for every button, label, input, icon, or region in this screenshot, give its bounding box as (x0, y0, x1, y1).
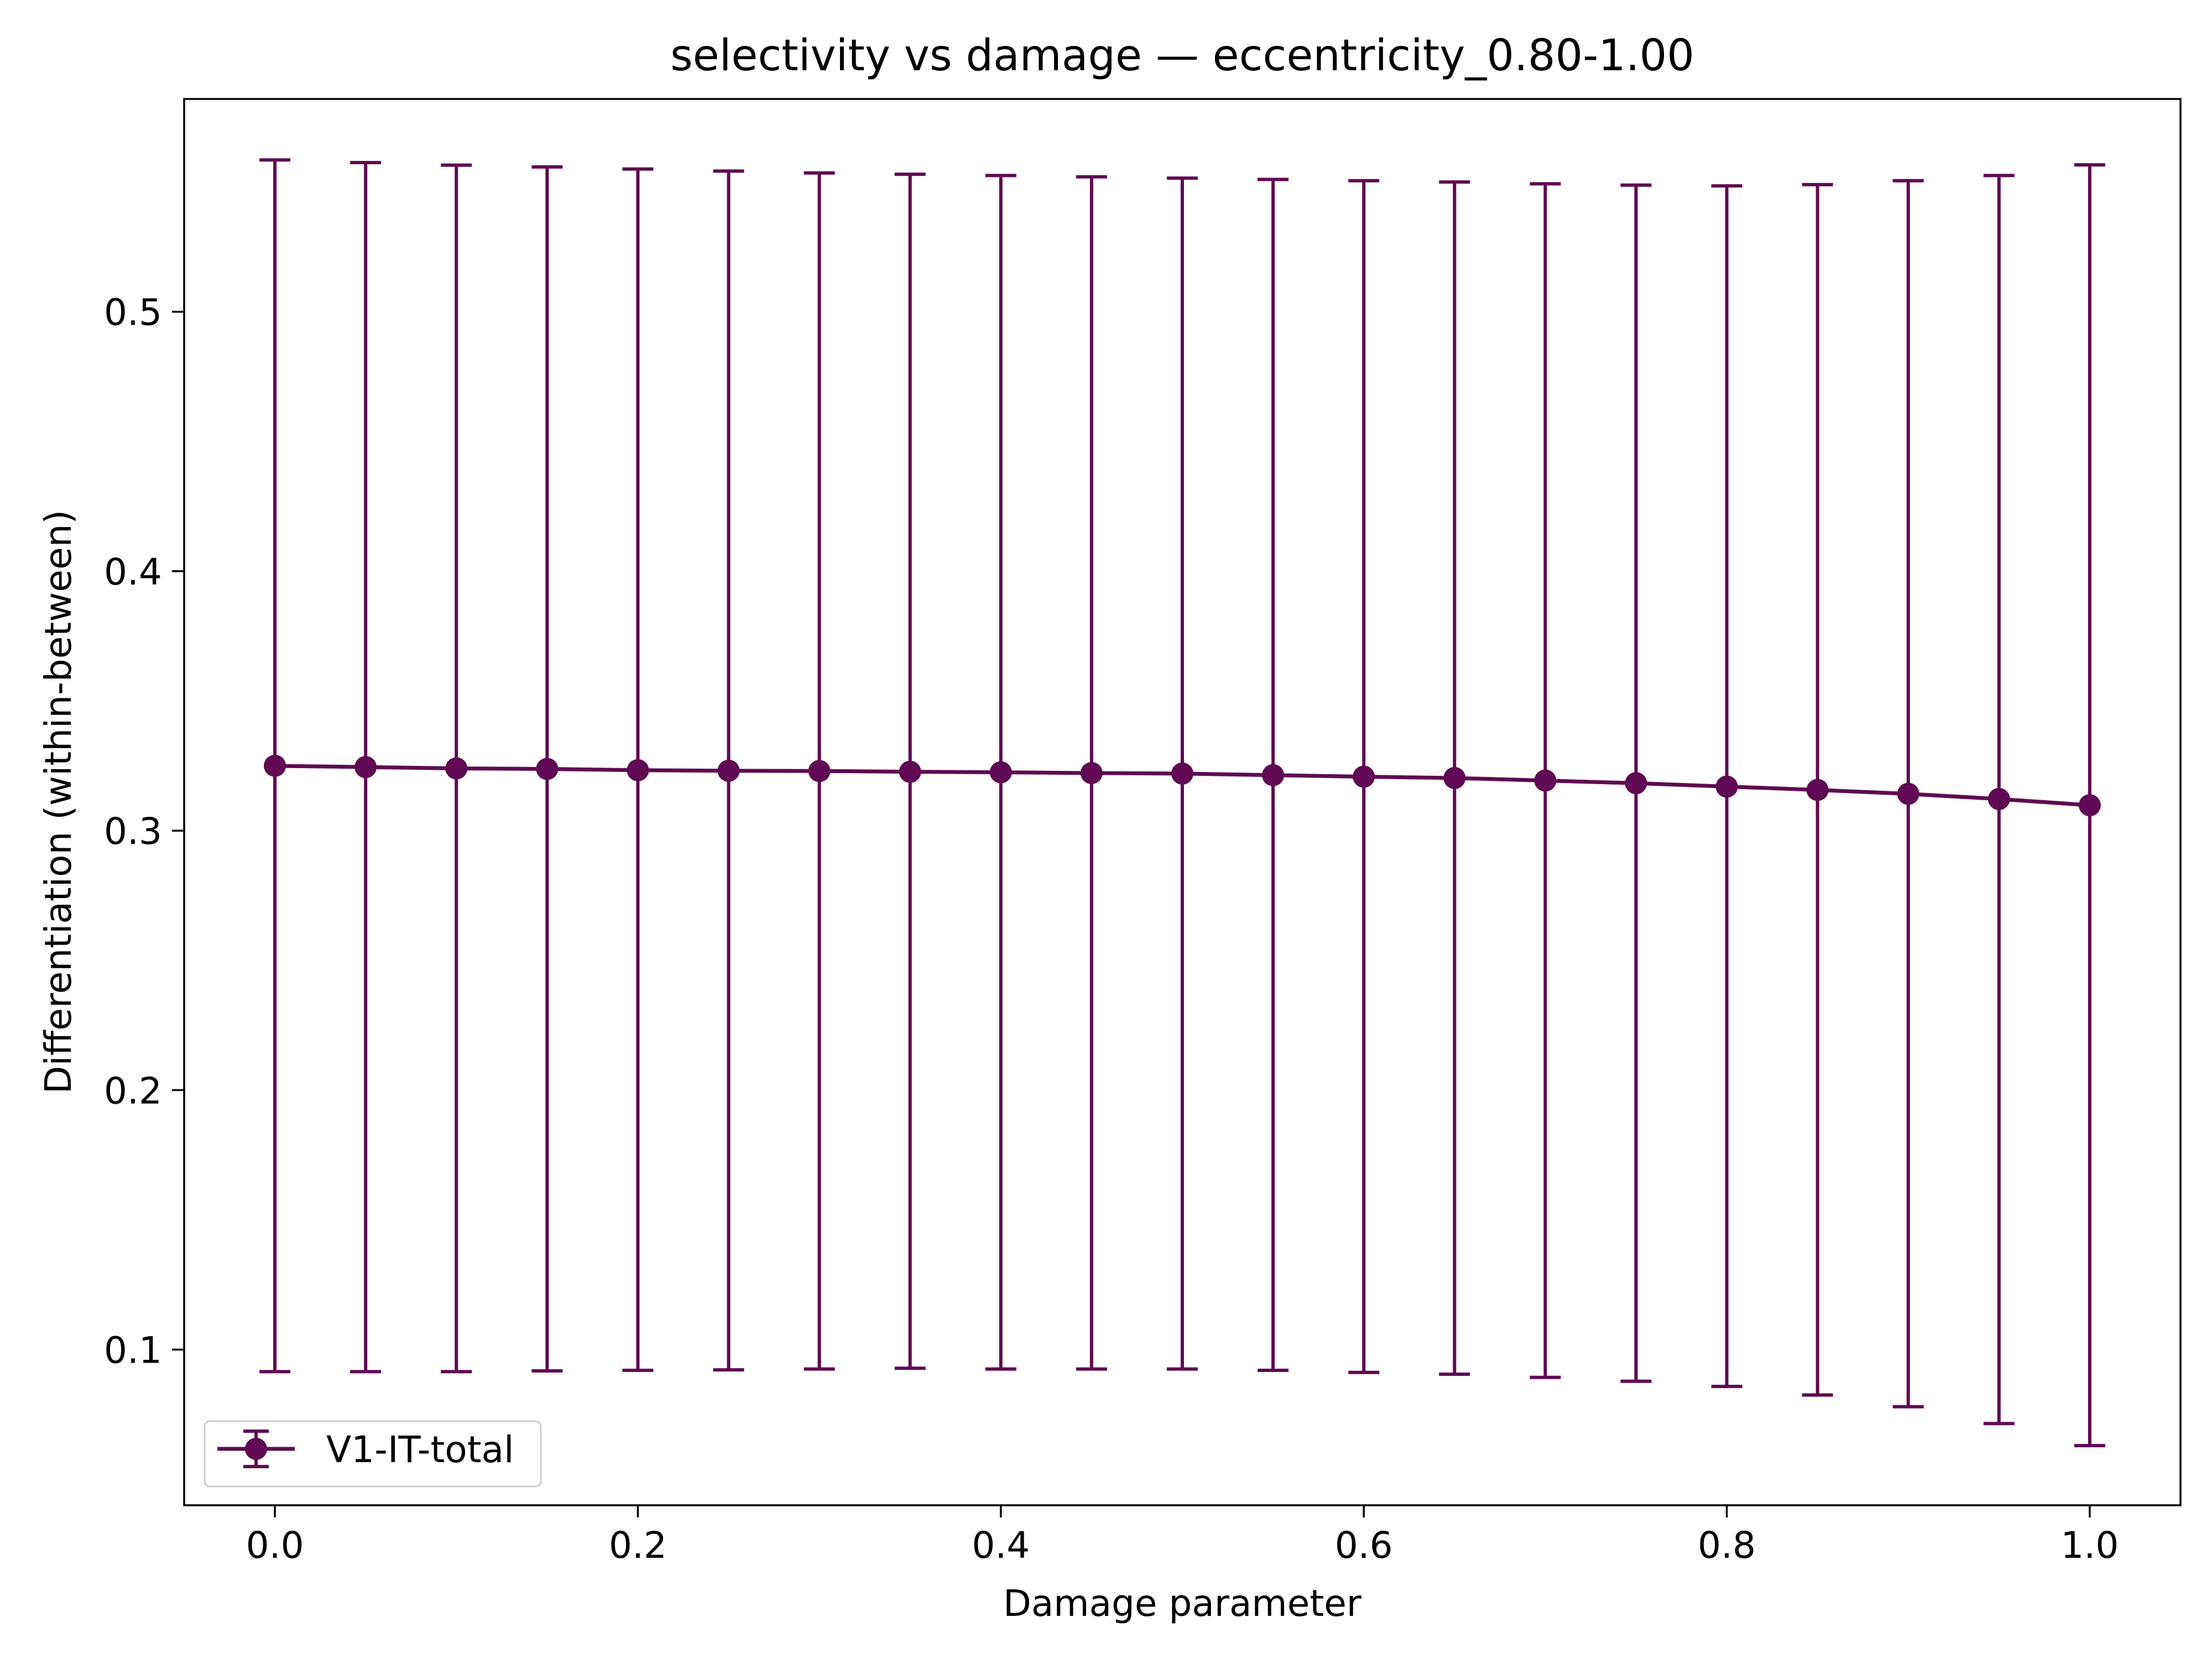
data-point (2078, 794, 2101, 817)
legend: V1-IT-total (204, 1420, 542, 1488)
legend-box (204, 1420, 542, 1488)
y-tick-label: 0.4 (104, 551, 162, 593)
data-point (989, 761, 1012, 784)
y-tick-label: 0.3 (104, 810, 162, 853)
y-axis-label: Differentiation (within-between) (37, 510, 80, 1094)
data-point (899, 760, 921, 783)
data-point (1715, 775, 1738, 798)
x-tick-label: 0.6 (1335, 1524, 1393, 1567)
x-tick-label: 1.0 (2060, 1524, 2119, 1567)
x-tick-label: 0.2 (609, 1524, 667, 1567)
x-axis-ticks: 0.0 0.2 0.4 0.6 0.8 1.0 (246, 1505, 2119, 1567)
legend-label: V1-IT-total (326, 1428, 514, 1471)
data-point (1534, 769, 1557, 792)
x-tick-label: 0.4 (972, 1524, 1030, 1567)
data-point (445, 757, 468, 780)
data-point (1806, 779, 1829, 801)
data-point (1625, 772, 1647, 795)
data-point (1897, 782, 1919, 805)
data-point (1987, 787, 2010, 810)
axes-frame (183, 98, 2182, 1506)
x-tick-label: 0.8 (1698, 1524, 1756, 1567)
data-point (717, 759, 740, 782)
data-point (354, 756, 377, 779)
data-point (264, 754, 286, 777)
data-point (1171, 762, 1193, 785)
data-point (536, 758, 559, 780)
y-tick-label: 0.1 (104, 1329, 162, 1371)
chart-title: selectivity vs damage — eccentricity_0.8… (670, 31, 1694, 81)
x-axis-label: Damage parameter (1003, 1582, 1362, 1625)
plot-area (259, 158, 2105, 1448)
y-tick-label: 0.2 (104, 1070, 162, 1112)
data-point (1262, 764, 1285, 786)
y-axis-ticks: 0.1 0.2 0.3 0.4 0.5 (104, 291, 184, 1371)
y-tick-label: 0.5 (104, 291, 162, 334)
data-point (808, 760, 831, 782)
data-point (627, 759, 649, 781)
data-point (1353, 765, 1375, 788)
x-tick-label: 0.0 (246, 1524, 304, 1567)
data-point (1080, 761, 1103, 784)
data-point (1443, 766, 1466, 789)
legend-marker (245, 1438, 267, 1460)
